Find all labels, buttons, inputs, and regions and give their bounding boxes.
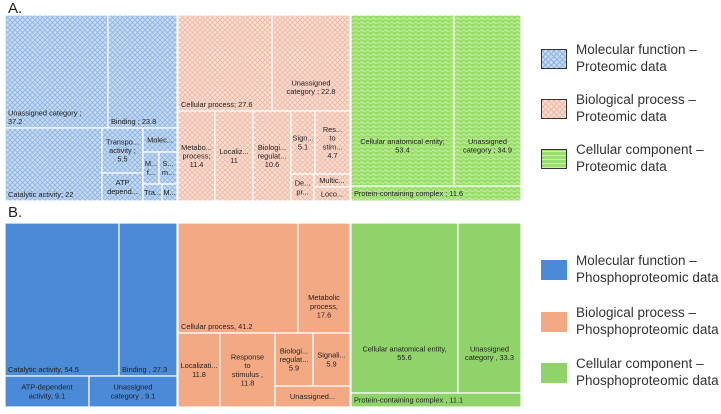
cell-a-biological-process-9	[313, 186, 351, 202]
cell-label-b-molecular-function-1: Binding , 27.3	[122, 365, 167, 374]
cell-a-cellular-component-0	[350, 14, 455, 187]
cell-label-a-cellular-component-2: Protein-containing complex ; 11.6	[354, 189, 463, 198]
legend-b-label-2: Biological process –	[576, 305, 697, 320]
cell-label-a-molecular-function-0: Unassigned category ; 37.2	[8, 108, 82, 126]
legend-b-sublabel-2: Phosphoproteomic data	[576, 322, 719, 337]
cell-label-a-biological-process-9: Loco...	[321, 190, 343, 199]
cell-label-b-cellular-component-1: Unassigned category , 33.3	[465, 344, 514, 362]
cell-label-a-molecular-function-4: ATP depend...	[107, 178, 138, 196]
legend-a-swatch-biological	[541, 99, 567, 119]
cell-label-a-molecular-function-1: Binding ; 23.8	[111, 117, 156, 126]
legend-a-sublabel-1: Proteomic data	[576, 59, 667, 74]
cell-label-b-molecular-function-0: Catalytic activity, 54.5	[8, 365, 79, 374]
cell-label-b-molecular-function-2: ATP-dependent activity, 9.1	[21, 383, 72, 401]
panel-b-treemap: Catalytic activity, 54.5 Binding , 27.3 AT…	[4, 222, 522, 408]
cell-label-a-biological-process-1: Unassigned category ; 22.8	[287, 79, 336, 97]
cell-label-b-biological-process-6: Unassigned...	[290, 392, 335, 401]
cell-label-a-molecular-function-3: Transpo... activity ; 5.5	[106, 137, 139, 163]
cell-b-biological-process-3	[219, 332, 276, 408]
cell-a-biological-process-4	[252, 110, 292, 202]
cell-label-a-biological-process-4: Biologi... regulat... 10.6	[258, 143, 287, 169]
legend-b-cellular-component: Cellular component – Phosphoproteomic da…	[541, 355, 721, 401]
legend-b-swatch-cellular	[541, 363, 567, 383]
legend-a-label-3: Cellular component –	[576, 142, 704, 157]
panel-label-a: A.	[8, 0, 23, 17]
cell-label-b-biological-process-0: Cellular process, 41.2	[181, 322, 252, 331]
cell-b-cellular-component-2	[350, 392, 522, 408]
cell-a-molecular-function-0	[4, 14, 109, 129]
cell-a-cellular-component-2	[350, 185, 522, 202]
cell-label-a-molecular-function-9: M...	[163, 188, 175, 197]
cell-b-biological-process-1	[297, 222, 351, 334]
cell-a-molecular-function-4	[101, 172, 144, 202]
cell-label-a-biological-process-2: Metabo... process; 11.4	[181, 143, 212, 169]
cell-label-b-biological-process-3: Response to stimulus , 11.8	[231, 353, 264, 388]
cell-b-biological-process-6	[274, 385, 351, 408]
cell-b-cellular-component-1	[457, 222, 522, 394]
cell-a-biological-process-5	[290, 110, 316, 175]
cell-label-b-biological-process-1: Metabolic process, 17.6	[308, 293, 340, 319]
cell-label-a-molecular-function-8: Tra...	[144, 188, 161, 197]
legend-a-biological-process: Biological process – Proteomic data	[541, 91, 721, 137]
cell-label-b-biological-process-5: Signali... 5.9	[317, 351, 345, 369]
cell-label-a-molecular-function-5: Molec...	[147, 136, 173, 145]
cell-label-a-molecular-function-6: M... f...	[145, 159, 157, 177]
panel-a-treemap: Unassigned category ; 37.2 Binding ; 23.8 C…	[4, 14, 522, 202]
cell-label-b-biological-process-4: Biologi... regulat... 5.9	[280, 346, 309, 372]
legend-a-label-2: Biological process –	[576, 92, 697, 107]
cell-b-cellular-component-0	[350, 222, 459, 394]
cell-label-a-cellular-component-0: Cellular anatomical entity; 53.4	[360, 137, 445, 155]
cell-a-molecular-function-9	[161, 183, 178, 202]
cell-label-a-molecular-function-7: S... m...	[162, 159, 174, 177]
cell-label-a-molecular-function-2: Catalytic activity; 22	[8, 190, 73, 199]
cell-label-a-cellular-component-1: Unassigned category ; 34.9	[463, 137, 512, 155]
cell-b-biological-process-0	[177, 222, 299, 334]
cell-a-cellular-component-1	[453, 14, 522, 187]
legend-a-swatch-cellular	[541, 149, 567, 169]
cell-label-b-cellular-component-2: Protein-containing complex , 11.1	[354, 396, 463, 405]
cell-a-molecular-function-1	[107, 14, 178, 129]
cell-label-a-biological-process-7: De... pr...	[295, 179, 311, 197]
cell-a-biological-process-6	[314, 110, 351, 175]
panel-label-b: B.	[8, 204, 23, 221]
cell-label-a-biological-process-3: Localiz... 11	[219, 147, 248, 165]
legend-b-biological-process: Biological process – Phosphoproteomic da…	[541, 304, 721, 350]
legend-b-molecular-function: Molecular function – Phosphoproteomic da…	[541, 252, 721, 298]
cell-label-b-cellular-component-0: Cellular anatomical entity, 55.6	[362, 344, 446, 362]
legend-a-cellular-component: Cellular component – Proteomic data	[541, 141, 721, 187]
cell-b-biological-process-2	[177, 332, 221, 408]
cell-label-a-biological-process-0: Cellular process; 27.6	[181, 100, 252, 109]
legend-a-sublabel-2: Proteomic data	[576, 109, 667, 124]
cell-a-biological-process-0	[177, 14, 273, 112]
legend-b-sublabel-3: Phosphoproteomic data	[576, 373, 719, 388]
legend-a-molecular-function: Molecular function – Proteomic data	[541, 41, 721, 87]
cell-b-molecular-function-0	[4, 222, 120, 377]
legend-b-swatch-biological	[541, 312, 567, 332]
cell-label-a-biological-process-6: Res... to stim... 4.7	[323, 125, 343, 160]
cell-a-biological-process-1	[271, 14, 351, 112]
legend-b-label-1: Molecular function –	[576, 253, 697, 268]
cell-a-biological-process-3	[214, 110, 254, 202]
cell-label-b-molecular-function-3: Unassigned category , 9.1	[111, 383, 156, 401]
legend-a-swatch-molecular	[541, 49, 567, 69]
legend-b-sublabel-1: Phosphoproteomic data	[576, 270, 719, 285]
cell-b-molecular-function-3	[88, 375, 178, 408]
legend-a-label-1: Molecular function –	[576, 42, 697, 57]
cell-a-molecular-function-5	[142, 127, 178, 153]
cell-label-b-biological-process-2: Localizati... 11.8	[181, 361, 218, 379]
legend-a-sublabel-3: Proteomic data	[576, 159, 667, 174]
cell-label-a-biological-process-5: Sign... 5.1	[293, 134, 314, 152]
cell-a-biological-process-2	[177, 110, 216, 202]
cell-b-molecular-function-2	[4, 375, 90, 408]
cell-b-molecular-function-1	[118, 222, 178, 377]
cell-label-a-biological-process-8: Multic...	[319, 176, 344, 185]
legend-b-swatch-molecular	[541, 260, 567, 280]
legend-b-label-3: Cellular component –	[576, 356, 704, 371]
